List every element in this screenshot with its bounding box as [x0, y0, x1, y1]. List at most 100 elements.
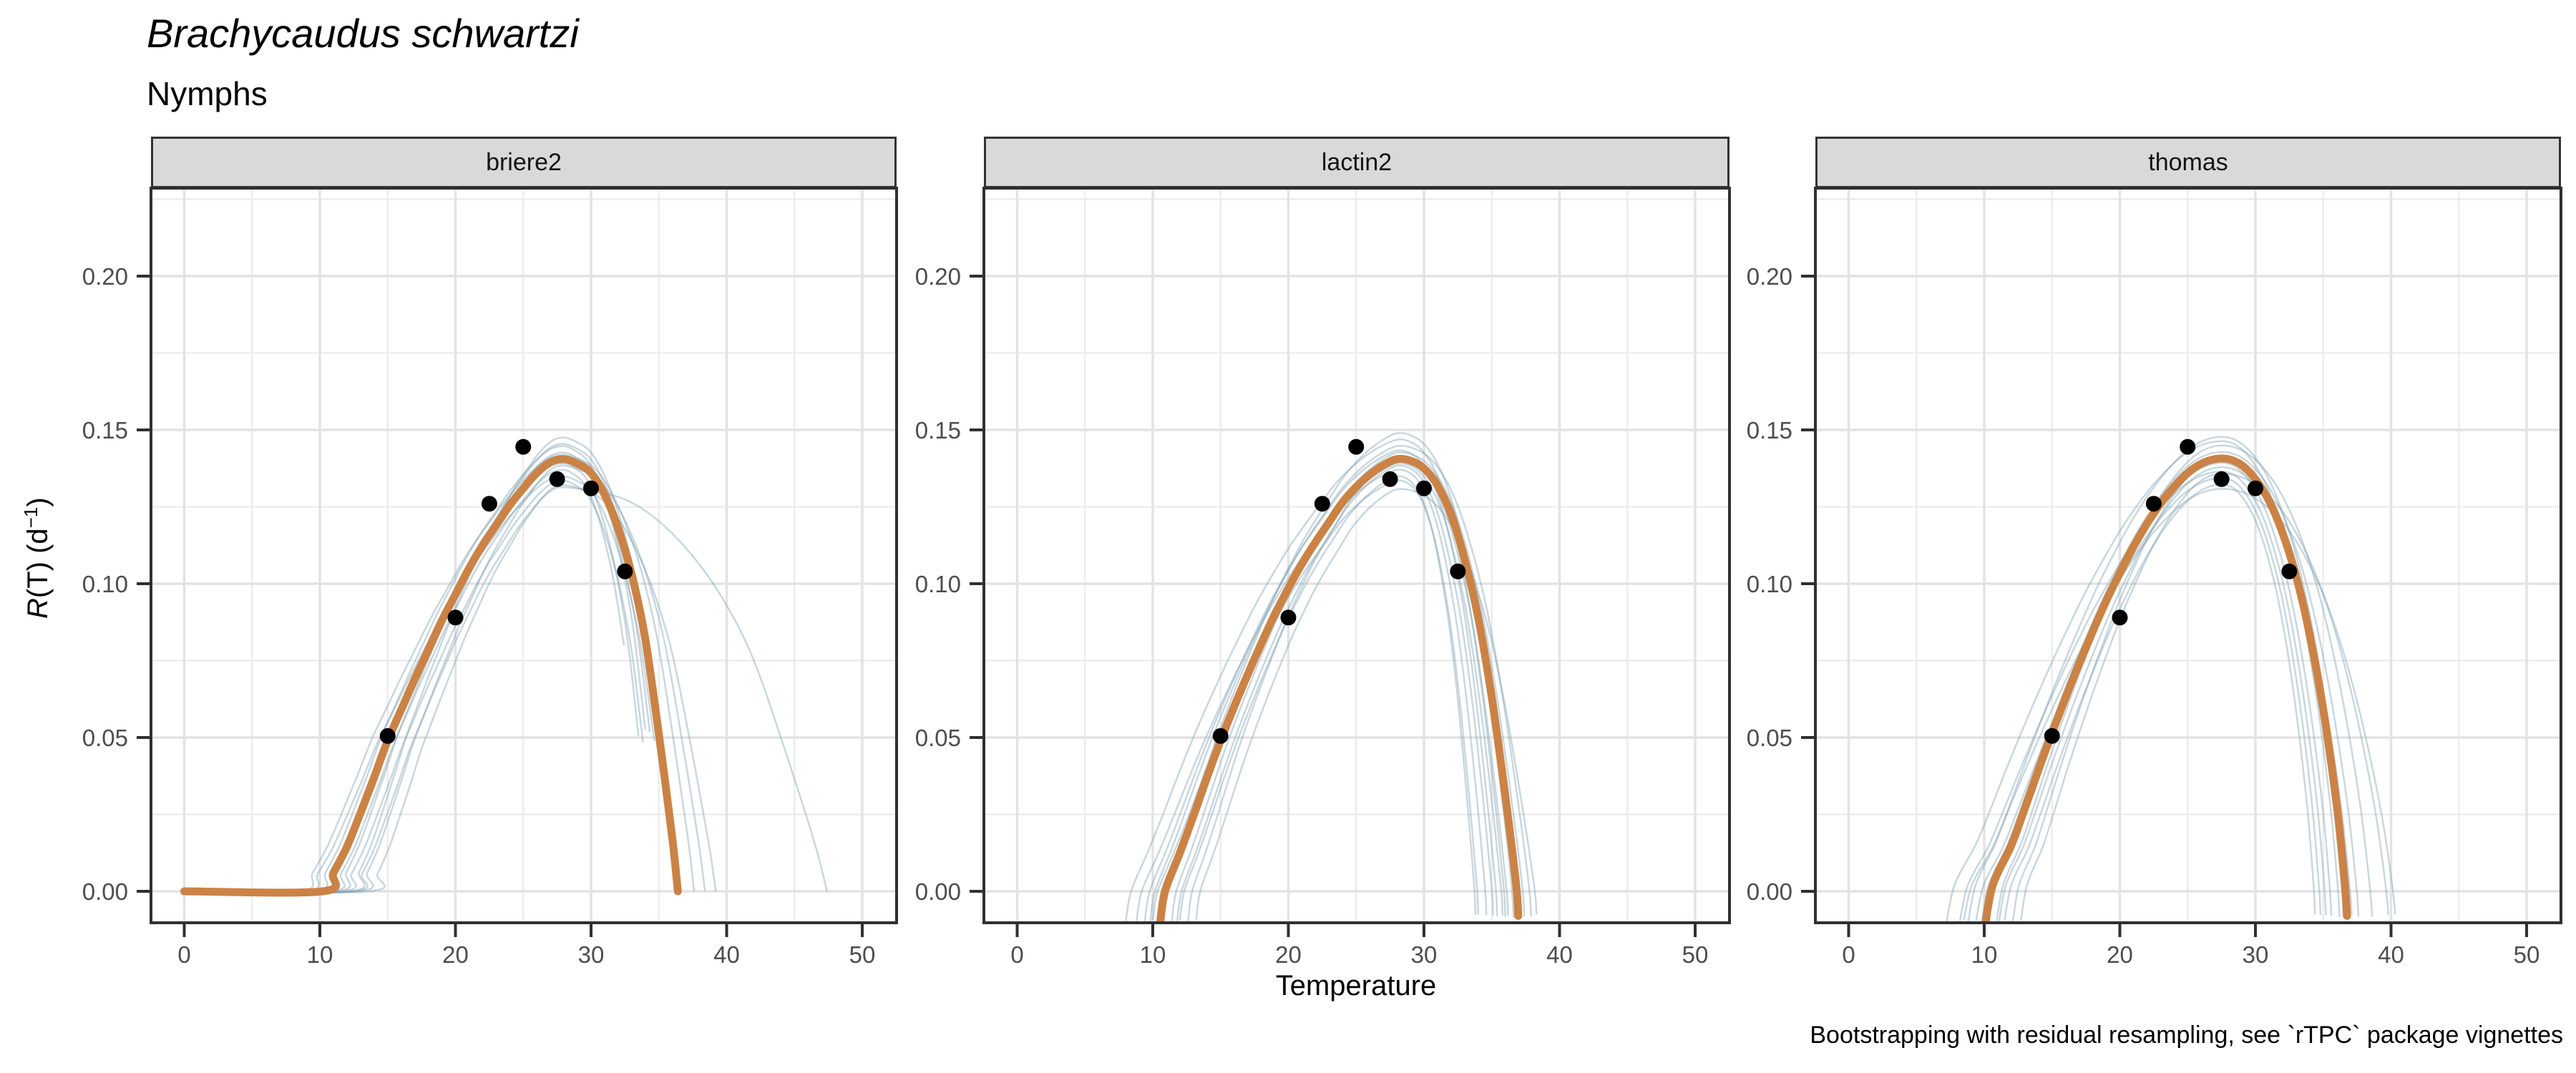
bootstrap-curve: [184, 464, 706, 894]
data-point: [583, 480, 599, 496]
data-point: [1280, 609, 1297, 626]
x-tick-label: 0: [1010, 941, 1023, 968]
data-point: [1416, 480, 1432, 496]
data-point: [447, 609, 464, 626]
y-tick-label: 0.00: [915, 878, 961, 905]
x-tick-label: 10: [1971, 941, 1998, 968]
fitted-tpc-curve: [1981, 454, 2351, 923]
fitted-tpc-curve: [180, 455, 682, 897]
data-points: [2044, 438, 2298, 744]
facet-strip-label: thomas: [2148, 148, 2228, 176]
data-point: [481, 496, 497, 512]
facet-strip-lactin2: lactin2: [984, 137, 1729, 188]
grid-major: [151, 188, 897, 923]
plot-title: Brachycaudus schwartzi: [147, 11, 579, 56]
bootstrap-curve: [1975, 476, 2322, 921]
panel-border: [982, 187, 1731, 924]
bootstrap-curve: [184, 484, 717, 894]
data-point: [1314, 496, 1330, 512]
y-axis-title: R(T) (d−1): [20, 286, 54, 830]
data-points: [379, 438, 633, 744]
x-tick-label: 30: [2243, 941, 2269, 968]
x-axis-briere2: 0 10 20 30 40 50: [177, 923, 875, 968]
x-tick-label: 40: [1546, 941, 1573, 968]
data-point: [617, 563, 633, 579]
x-tick-label: 10: [1140, 941, 1166, 968]
facet-strip-label: lactin2: [1321, 148, 1392, 176]
grid-major: [1815, 188, 2561, 923]
x-tick-label: 20: [442, 941, 469, 968]
y-axis-title-superscript: −1: [19, 506, 42, 529]
x-axis-title: Temperature: [1275, 970, 1437, 1001]
data-point: [2180, 438, 2196, 455]
data-point: [1348, 438, 1365, 455]
x-tick-label: 20: [2107, 941, 2133, 968]
y-tick-label: 0.10: [915, 571, 961, 597]
y-axis-briere2: 0.00 0.05 0.10 0.15 0.20: [82, 263, 151, 905]
data-point: [549, 471, 565, 487]
y-tick-label: 0.20: [1747, 263, 1792, 290]
x-tick-label: 50: [849, 941, 876, 968]
facet-panel-lactin2: [984, 188, 1729, 923]
y-axis-lactin2: 0.00 0.05 0.10 0.15 0.20: [915, 263, 984, 905]
data-point: [1382, 471, 1398, 487]
y-axis-thomas: 0.00 0.05 0.10 0.15 0.20: [1747, 263, 1815, 905]
bootstrap-curve: [2019, 472, 2389, 921]
x-tick-label: 40: [2378, 941, 2404, 968]
data-point: [1212, 727, 1229, 744]
grid-major: [984, 188, 1729, 923]
y-tick-label: 0.05: [1747, 725, 1792, 751]
bootstrap-curve: [1143, 449, 1498, 923]
caption: Bootstrapping with residual resampling, …: [1810, 1021, 2563, 1049]
y-tick-label: 0.10: [1747, 571, 1792, 597]
y-tick-label: 0.15: [82, 417, 128, 444]
data-points: [1212, 438, 1466, 744]
x-tick-label: 30: [578, 941, 605, 968]
bootstrap-curve: [184, 469, 625, 894]
data-point: [379, 727, 396, 744]
panel-border: [150, 187, 898, 924]
y-axis-title-part: R: [22, 598, 54, 619]
bootstrap-curve: [184, 454, 696, 894]
bootstrap-curve: [1176, 464, 1494, 922]
y-tick-label: 0.05: [915, 725, 961, 751]
y-tick-label: 0.00: [82, 878, 128, 905]
x-tick-label: 0: [177, 941, 190, 968]
bootstrap-curve: [184, 486, 828, 894]
data-point: [2145, 496, 2162, 512]
x-tick-label: 20: [1275, 941, 1302, 968]
data-point: [2248, 480, 2263, 496]
y-tick-label: 0.10: [82, 571, 128, 597]
data-point: [2281, 563, 2298, 579]
bootstrap-curve: [1967, 436, 2351, 923]
x-tick-label: 30: [1411, 941, 1438, 968]
data-point: [2112, 609, 2128, 626]
x-tick-label: 50: [1682, 941, 1709, 968]
y-tick-label: 0.20: [82, 263, 128, 290]
x-axis-lactin2: 0 10 20 30 40 50: [1010, 923, 1708, 968]
x-tick-label: 10: [307, 941, 333, 968]
y-axis-title-part: ): [22, 497, 54, 507]
bootstrap-curve: [1963, 487, 2396, 921]
bootstrap-curve: [2004, 483, 2316, 921]
bootstrap-curve: [184, 479, 644, 894]
data-point: [2044, 727, 2060, 744]
y-tick-label: 0.20: [915, 263, 961, 290]
grid-minor: [1815, 188, 2561, 923]
y-axis-title-part: (T) (d: [22, 528, 54, 599]
y-tick-label: 0.05: [82, 725, 128, 751]
grid-minor: [151, 188, 897, 923]
y-tick-label: 0.15: [1747, 417, 1792, 444]
data-point: [1450, 563, 1466, 579]
facet-panel-briere2: [151, 188, 897, 923]
grid-minor: [984, 188, 1729, 923]
x-tick-label: 50: [2514, 941, 2540, 968]
facet-strip-label: briere2: [486, 148, 562, 176]
x-tick-label: 0: [1842, 941, 1855, 968]
bootstrap-curve: [1995, 444, 2373, 923]
y-tick-label: 0.00: [1747, 878, 1792, 905]
bootstrap-curve: [1124, 438, 1506, 923]
panel-border: [1814, 187, 2562, 924]
